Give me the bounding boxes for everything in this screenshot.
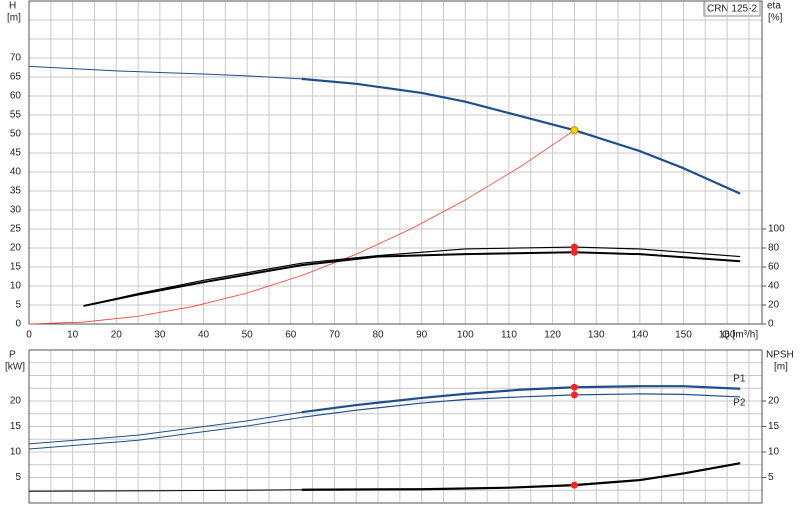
curve (83, 251, 741, 307)
x-tick-label: 60 (285, 330, 297, 341)
y-tick-label: 65 (10, 72, 22, 83)
y2-tick-label: 60 (768, 262, 780, 273)
y-unit: [kW] (5, 362, 25, 373)
y2-tick-label: 20 (768, 300, 780, 311)
y-tick-label: 15 (10, 262, 22, 273)
y-tick-label: 35 (10, 186, 22, 197)
curve (28, 129, 575, 325)
curve (301, 393, 741, 418)
x-tick-label: 90 (416, 330, 428, 341)
x-label: Q [m³/h] (722, 330, 758, 341)
x-tick-label: 150 (675, 330, 692, 341)
operating-point (570, 243, 578, 251)
y-tick-label: 5 (15, 472, 21, 483)
y-tick-label: 40 (10, 167, 22, 178)
x-tick-label: 130 (588, 330, 605, 341)
x-tick-label: 20 (111, 330, 123, 341)
curve (28, 416, 302, 450)
x-tick-label: 30 (154, 330, 166, 341)
curve (301, 77, 741, 195)
y2-tick-label: 0 (768, 319, 774, 330)
y2-tick-label: 15 (768, 421, 780, 432)
x-tick-label: 80 (372, 330, 384, 341)
operating-point (570, 383, 578, 391)
operating-point (570, 126, 579, 135)
operating-point (570, 391, 578, 399)
y2-tick-label: 10 (768, 447, 780, 458)
curve (28, 489, 302, 492)
y-tick-label: 10 (10, 281, 22, 292)
x-tick-label: 120 (544, 330, 561, 341)
curve-label: P1 (733, 373, 746, 384)
x-tick-label: 0 (26, 330, 32, 341)
y2-tick-label: 80 (768, 243, 780, 254)
y2-tick-label: 20 (768, 396, 780, 407)
y-tick-label: 0 (15, 319, 21, 330)
y-tick-label: 10 (10, 447, 22, 458)
curve (28, 411, 302, 445)
plot-frame (28, 349, 763, 504)
y-tick-label: 50 (10, 129, 22, 140)
y-tick-label: 45 (10, 148, 22, 159)
x-tick-label: 140 (631, 330, 648, 341)
y2-unit: [%] (768, 13, 783, 24)
y-tick-label: 5 (15, 300, 21, 311)
y-unit: [m] (7, 13, 21, 24)
y-tick-label: 25 (10, 224, 22, 235)
y2-tick-label: 40 (768, 281, 780, 292)
y-label: H (9, 1, 16, 12)
model-label: CRN 125-2 (707, 4, 757, 15)
curve (28, 65, 302, 80)
y2-unit: [m] (774, 362, 788, 373)
y-tick-label: 55 (10, 110, 22, 121)
y2-label: eta (767, 1, 781, 12)
y-tick-label: 30 (10, 205, 22, 216)
y-tick-label: 15 (10, 421, 22, 432)
y-tick-label: 70 (10, 53, 22, 64)
y-tick-label: 60 (10, 91, 22, 102)
operating-point (570, 481, 578, 489)
curve-label: P2 (733, 398, 746, 409)
x-tick-label: 160 (719, 330, 736, 341)
plot-frame (28, 0, 763, 325)
x-tick-label: 50 (242, 330, 254, 341)
y2-tick-label: 5 (768, 472, 774, 483)
curve (301, 385, 741, 414)
x-tick-label: 70 (329, 330, 341, 341)
operating-point (570, 248, 578, 256)
y2-label: NPSH (766, 350, 794, 361)
x-tick-label: 110 (501, 330, 517, 341)
y-tick-label: 20 (10, 396, 22, 407)
x-tick-label: 10 (67, 330, 79, 341)
y-tick-label: 20 (10, 243, 22, 254)
x-tick-label: 40 (198, 330, 210, 341)
y2-tick-label: 100 (768, 224, 785, 235)
y-label: P (9, 350, 16, 361)
x-tick-label: 100 (457, 330, 474, 341)
